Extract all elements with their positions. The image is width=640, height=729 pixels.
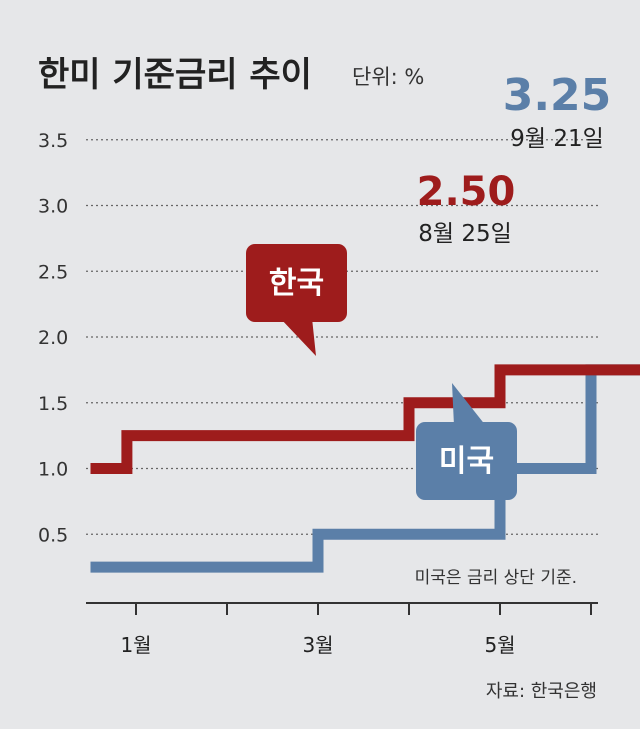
y-tick-label: 1.5 — [38, 393, 68, 415]
source-label: 자료: 한국은행 — [486, 681, 597, 702]
callout-label: 한국 — [269, 266, 324, 301]
x-axis: 1월3월5월7월9월 — [86, 602, 598, 657]
y-tick-label: 2.5 — [38, 261, 68, 283]
y-tick-label: 2.0 — [38, 327, 68, 349]
value-label: 3.25 — [503, 70, 612, 121]
series-line-us — [90, 364, 640, 573]
gridlines — [86, 139, 598, 535]
x-tick-label: 5월 — [484, 633, 515, 657]
callout-korea: 한국 — [246, 244, 347, 356]
date-label: 9월 21일 — [510, 126, 604, 152]
callout-label: 미국 — [439, 444, 494, 479]
series-line-korea — [90, 364, 640, 474]
y-tick-label: 3.0 — [38, 196, 68, 218]
y-tick-label: 1.0 — [38, 459, 68, 481]
value-label: 2.50 — [417, 169, 516, 215]
date-label: 8월 25일 — [418, 221, 512, 247]
y-tick-label: 0.5 — [38, 524, 68, 546]
y-tick-label: 3.5 — [38, 130, 68, 152]
unit-label: 단위: % — [352, 65, 424, 89]
annotations: 3.25 9월 21일 2.50 8월 25일 — [417, 70, 612, 247]
x-tick-label: 3월 — [302, 633, 333, 657]
footnote: 미국은 금리 상단 기준. — [415, 568, 577, 588]
x-tick-label: 1월 — [120, 633, 151, 657]
y-axis-ticks: 0.5 1.0 1.5 2.0 2.5 3.0 3.5 — [38, 130, 68, 547]
chart-title: 한미 기준금리 추이 — [38, 55, 312, 95]
series-lines — [90, 364, 640, 573]
callout-us: 미국 — [416, 383, 517, 500]
